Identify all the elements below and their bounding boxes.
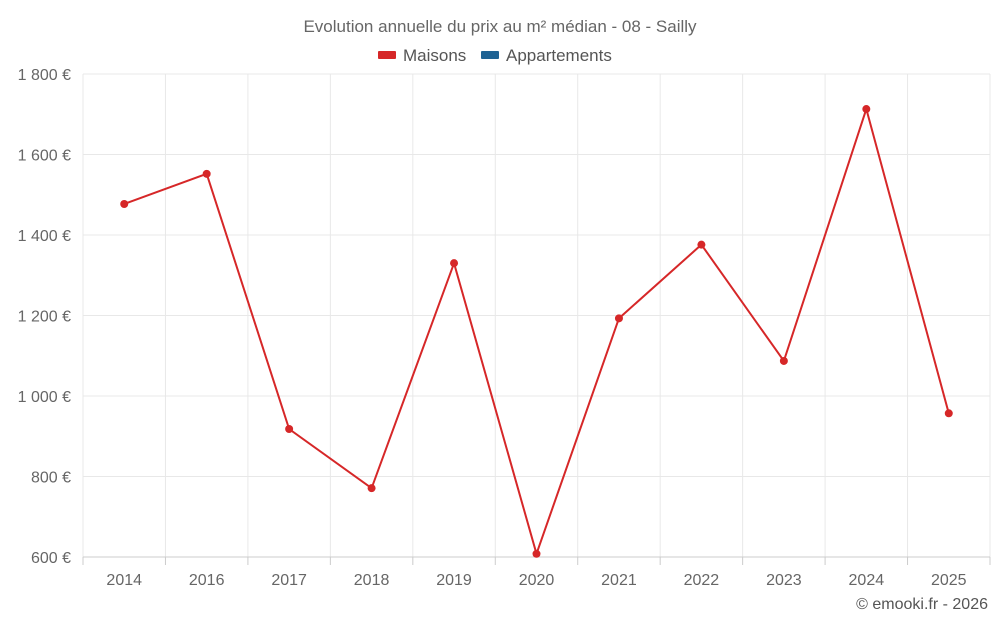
x-tick-label: 2018 — [354, 572, 390, 589]
chart-title: Evolution annuelle du prix au m² médian … — [303, 17, 697, 36]
y-tick-label: 600 € — [31, 550, 71, 567]
data-point[interactable] — [697, 240, 706, 249]
data-point[interactable] — [450, 259, 459, 268]
y-tick-label: 1 000 € — [18, 389, 71, 406]
legend: Maisons Appartements — [378, 46, 612, 65]
data-point[interactable] — [285, 425, 294, 434]
y-tick-label: 1 800 € — [18, 67, 71, 84]
legend-item-maisons[interactable]: Maisons — [378, 46, 466, 65]
credit-text: © emooki.fr - 2026 — [856, 596, 988, 613]
x-tick-label: 2014 — [106, 572, 142, 589]
data-point[interactable] — [779, 356, 788, 365]
x-tick-label: 2023 — [766, 572, 802, 589]
x-tick-label: 2016 — [189, 572, 225, 589]
x-tick-label: 2020 — [519, 572, 555, 589]
data-point[interactable] — [614, 314, 623, 323]
x-tick-label: 2021 — [601, 572, 637, 589]
data-point[interactable] — [367, 484, 376, 493]
y-tick-label: 1 400 € — [18, 228, 71, 245]
x-tick-label: 2024 — [849, 572, 885, 589]
grid — [82, 73, 991, 557]
legend-label-maisons: Maisons — [403, 46, 466, 65]
y-tick-label: 800 € — [31, 470, 71, 487]
legend-swatch-maisons — [378, 51, 396, 59]
data-point[interactable] — [944, 409, 953, 418]
y-axis-ticks: 600 € 800 € 1 000 € 1 200 € 1 400 € 1 600 € 1 … — [18, 67, 71, 567]
x-tick-label: 2017 — [271, 572, 307, 589]
y-tick-label: 1 600 € — [18, 148, 71, 165]
data-point[interactable] — [532, 549, 541, 558]
series-maisons — [120, 105, 953, 558]
x-tick-label: 2019 — [436, 572, 472, 589]
x-axis-ticks: 2014 2016 2017 2018 2019 2020 2021 2022 2023 2024… — [82, 557, 991, 589]
data-point[interactable] — [120, 200, 129, 209]
x-tick-label: 2022 — [684, 572, 720, 589]
legend-swatch-appartements — [481, 51, 499, 59]
legend-label-appartements: Appartements — [506, 46, 612, 65]
y-tick-label: 1 200 € — [18, 309, 71, 326]
data-point[interactable] — [202, 169, 211, 178]
data-point[interactable] — [862, 105, 871, 114]
legend-item-appartements[interactable]: Appartements — [481, 46, 612, 65]
x-tick-label: 2025 — [931, 572, 967, 589]
